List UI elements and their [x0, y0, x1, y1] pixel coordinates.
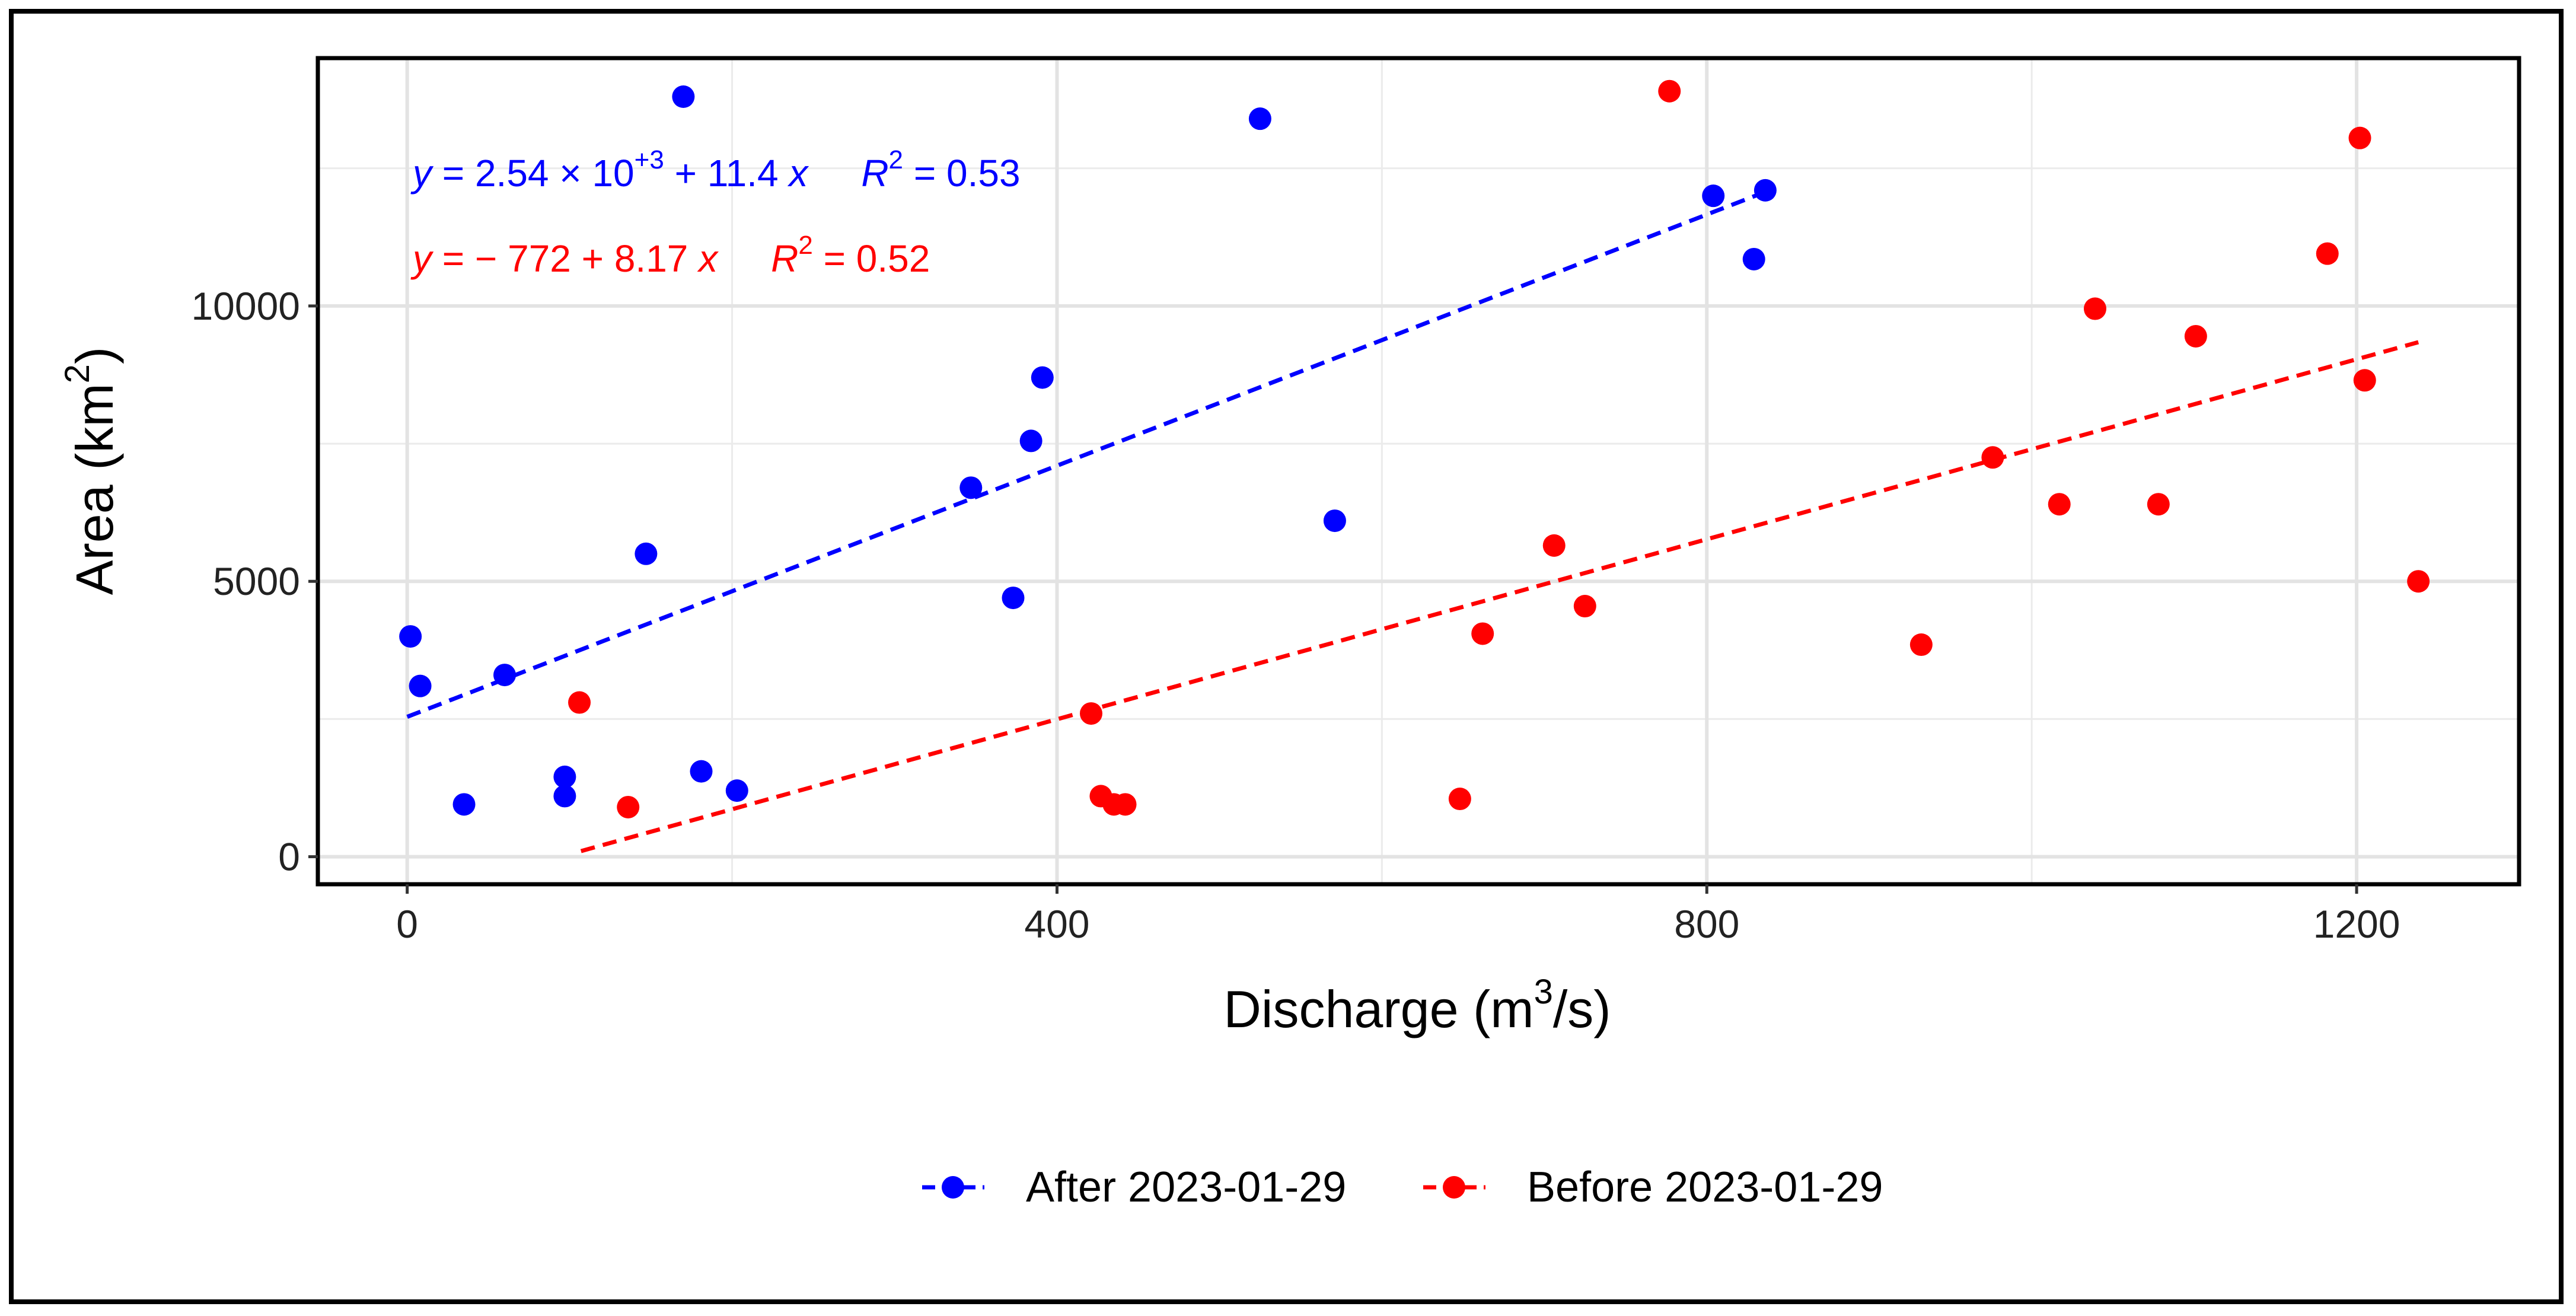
legend-key-point-before	[1443, 1176, 1465, 1199]
plot-panel-border	[315, 56, 2521, 887]
data-point-after	[1702, 184, 1725, 208]
fit-line-after	[406, 190, 1765, 719]
x-tick-label: 1200	[2313, 902, 2400, 946]
legend-item-before: Before 2023-01-29	[1423, 1164, 1883, 1211]
data-point-after	[452, 793, 476, 816]
y-tick-label: 0	[278, 835, 300, 879]
data-point-after	[1742, 247, 1765, 270]
data-point-after	[553, 765, 576, 788]
data-point-before	[2316, 242, 2339, 265]
data-point-after	[725, 779, 748, 802]
x-tick-label: 0	[396, 902, 418, 946]
legend: After 2023-01-29 Before 2023-01-29	[922, 1164, 1883, 1211]
x-axis-label: Discharge (m3/s)	[1223, 973, 1611, 1038]
legend-label-after: After 2023-01-29	[1026, 1164, 1346, 1211]
data-point-before	[1573, 595, 1596, 618]
fit-lines	[406, 190, 2419, 853]
data-point-before	[1471, 622, 1494, 645]
data-point-after	[1248, 107, 1271, 130]
data-point-before	[2147, 493, 2170, 516]
data-point-before	[2407, 570, 2430, 593]
data-point-before	[568, 691, 591, 714]
axis-ticks: 0 400 800 1200 0 5000 10000	[191, 284, 2400, 946]
data-point-after	[1754, 179, 1777, 202]
fit-line-before	[580, 340, 2419, 853]
data-point-before	[2348, 126, 2371, 149]
equation-after: y = 2.54 × 10+3 + 11.4 x R2 = 0.53	[410, 145, 1021, 195]
data-point-before	[1981, 446, 2004, 469]
data-point-after	[690, 760, 713, 783]
x-tick-label: 400	[1024, 902, 1089, 946]
data-point-before	[1909, 633, 1933, 657]
data-point-after	[1002, 587, 1025, 610]
data-point-before	[2353, 369, 2376, 392]
data-point-before	[2184, 324, 2207, 348]
equation-before: y = − 772 + 8.17 x R2 = 0.52	[410, 231, 930, 280]
data-point-before	[1658, 79, 1681, 103]
data-point-after	[672, 85, 695, 109]
data-point-before	[2048, 493, 2071, 516]
data-point-after	[959, 476, 983, 499]
data-points	[399, 79, 2430, 818]
legend-item-after: After 2023-01-29	[922, 1164, 1346, 1211]
data-point-before	[1542, 534, 1566, 557]
data-point-before	[617, 795, 640, 818]
data-point-after	[409, 674, 432, 697]
data-point-after	[399, 625, 422, 648]
data-point-before	[2083, 297, 2106, 320]
data-point-before	[1448, 788, 1471, 811]
data-point-before	[1079, 702, 1102, 725]
y-axis-label: Area (km2)	[58, 347, 124, 595]
data-point-before	[1114, 793, 1137, 816]
data-point-after	[1031, 366, 1054, 389]
data-point-after	[635, 542, 658, 565]
y-tick-label: 5000	[213, 559, 300, 603]
legend-label-before: Before 2023-01-29	[1527, 1164, 1883, 1211]
y-tick-label: 10000	[191, 284, 300, 328]
x-tick-label: 800	[1674, 902, 1739, 946]
gridlines	[318, 58, 2519, 884]
data-point-after	[493, 664, 517, 687]
data-point-after	[1019, 429, 1042, 453]
data-point-after	[1323, 509, 1346, 533]
data-point-after	[553, 785, 576, 808]
legend-key-point-after	[942, 1176, 964, 1199]
